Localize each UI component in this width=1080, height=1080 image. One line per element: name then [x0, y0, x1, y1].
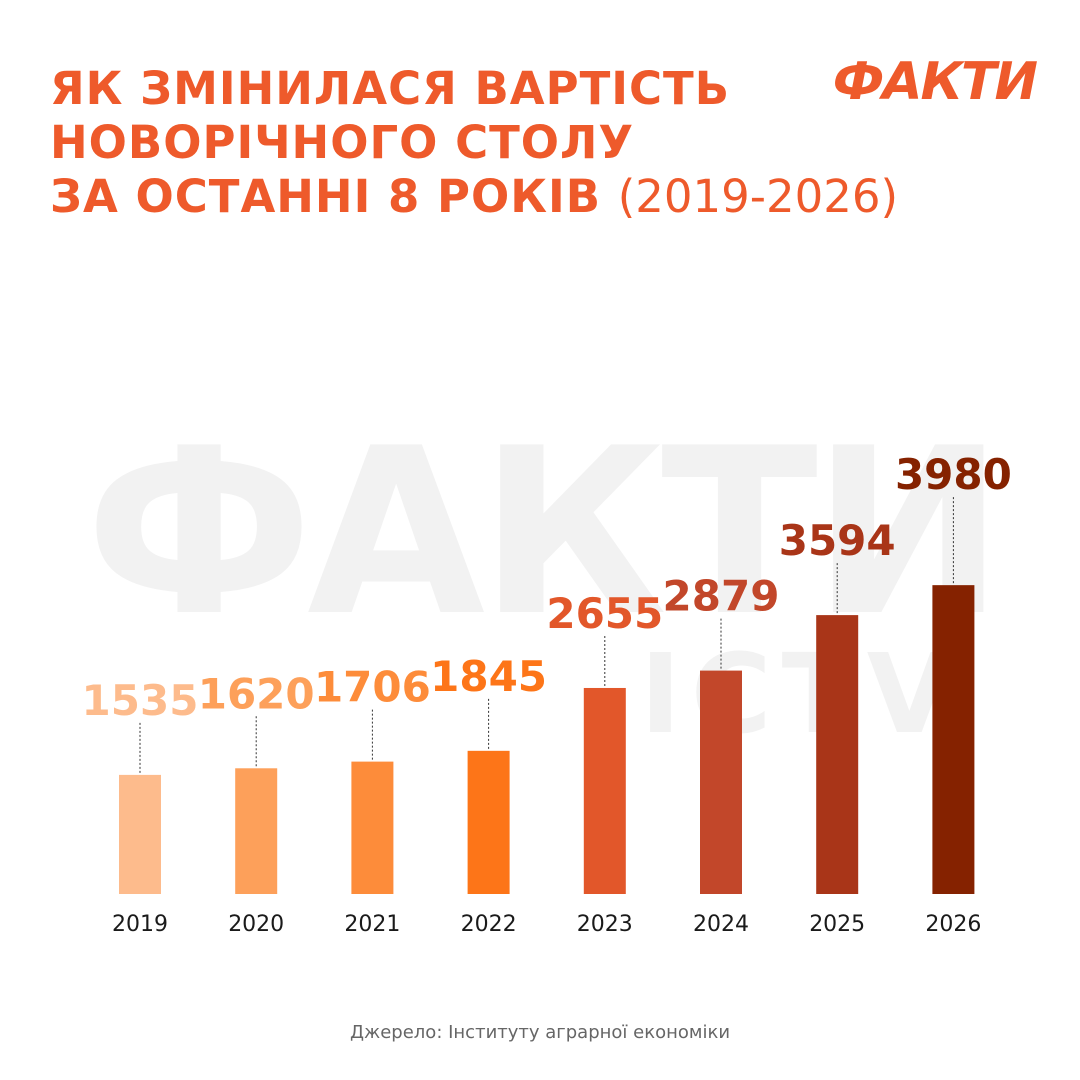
title-line-1: ЯК ЗМІНИЛАСЯ ВАРТІСТЬ: [50, 62, 731, 115]
data-label: 3980: [895, 450, 1012, 499]
x-tick-label: 2023: [577, 912, 633, 937]
bar: [235, 768, 278, 894]
source-note: Джерело: Інституту аграрної економіки: [349, 1022, 731, 1043]
title-year-range: (2019-2026): [617, 170, 899, 223]
data-label: 2879: [663, 572, 780, 621]
x-tick-label: 2021: [344, 912, 400, 937]
bar: [816, 615, 859, 894]
x-tick-label: 2019: [112, 912, 168, 937]
x-tick-label: 2025: [809, 912, 865, 937]
bar: [583, 687, 626, 894]
brand-logo: ФАКТИ: [832, 52, 1038, 112]
data-label: 1620: [198, 669, 315, 718]
bar: [467, 750, 510, 894]
page-title: ЯК ЗМІНИЛАСЯ ВАРТІСТЬ НОВОРІЧНОГО СТОЛУ …: [50, 62, 898, 224]
x-tick-label: 2020: [228, 912, 284, 937]
title-line-2: НОВОРІЧНОГО СТОЛУ: [50, 116, 635, 169]
x-tick-label: 2026: [925, 912, 981, 937]
data-label: 1535: [82, 676, 199, 725]
data-label: 2655: [546, 589, 663, 638]
x-tick-label: 2024: [693, 912, 749, 937]
watermark-channel: ICTV: [640, 630, 962, 758]
bar: [700, 670, 742, 894]
bar: [119, 774, 161, 894]
data-label: 1845: [430, 652, 547, 701]
bar: [932, 585, 975, 894]
bar: [351, 761, 394, 894]
data-label: 1706: [314, 663, 431, 712]
title-line-3: ЗА ОСТАННІ 8 РОКІВ (2019-2026): [50, 170, 898, 224]
data-label: 3594: [779, 516, 896, 565]
title-line-3-text: ЗА ОСТАННІ 8 РОКІВ: [50, 170, 602, 223]
x-tick-label: 2022: [461, 912, 517, 937]
